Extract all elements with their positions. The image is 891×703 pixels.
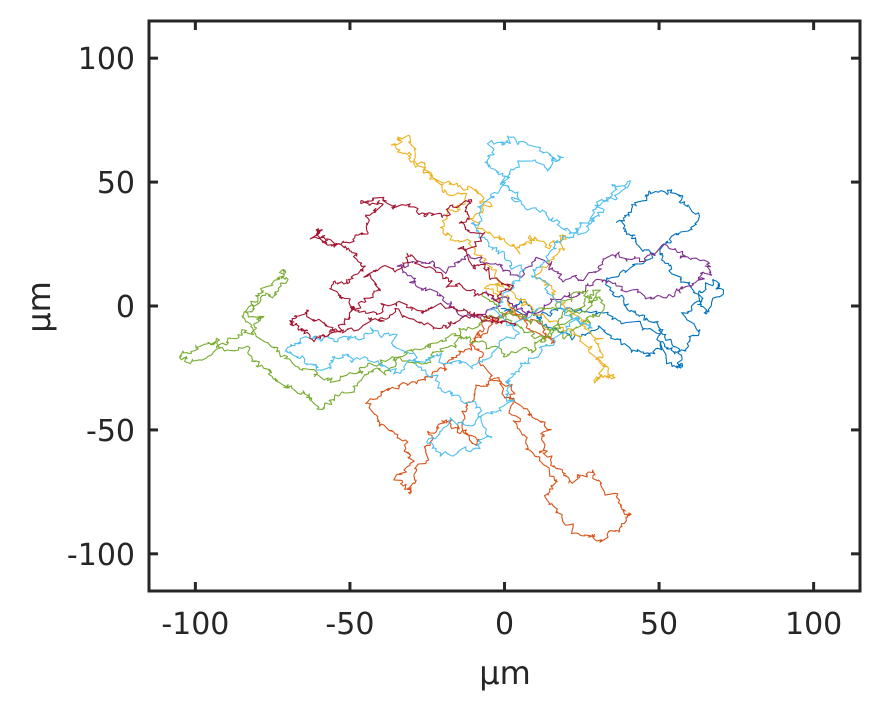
trajectory-series-7 — [289, 196, 517, 343]
x-tick-label: -100 — [161, 607, 229, 642]
x-tick-label: 100 — [785, 607, 842, 642]
y-tick-label: 50 — [97, 166, 135, 201]
y-tick-label: 0 — [116, 290, 135, 325]
trajectory-series-4 — [396, 243, 713, 319]
y-tick-label: 100 — [78, 42, 135, 77]
trajectory-series-2 — [365, 306, 632, 543]
y-tick-label: -50 — [86, 414, 135, 449]
axis-ticks — [149, 21, 860, 591]
trajectory-series-6 — [284, 135, 632, 457]
plot-frame — [147, 19, 862, 593]
trajectory-series-1 — [500, 189, 724, 369]
y-axis-label: μm — [20, 281, 58, 333]
x-tick-label: 50 — [640, 607, 678, 642]
y-tick-labels: -100 -50 0 50 100 — [67, 42, 135, 573]
trajectory-series-5 — [179, 268, 606, 410]
y-tick-label: -100 — [67, 538, 135, 573]
trajectory-traces — [179, 134, 724, 543]
x-tick-labels: -100 -50 0 50 100 — [161, 607, 842, 642]
x-axis-label: μm — [479, 654, 531, 692]
trajectory-series-3 — [390, 134, 616, 384]
x-tick-label: 0 — [495, 607, 514, 642]
x-tick-label: -50 — [325, 607, 374, 642]
